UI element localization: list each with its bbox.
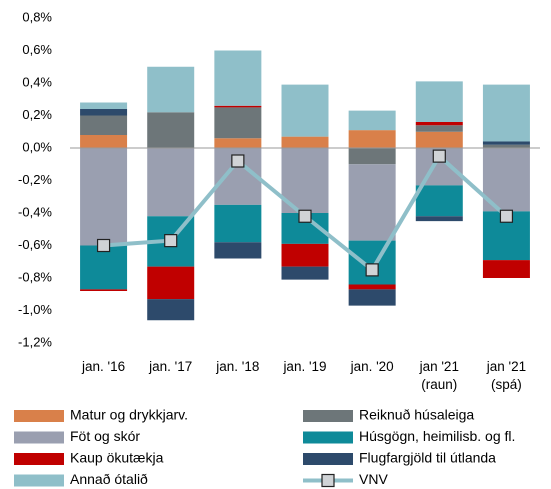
y-tick-label: 0,8% — [22, 9, 52, 24]
x-tick-label: jan. '17 — [149, 359, 193, 374]
bar-segment — [214, 50, 262, 106]
y-tick-label: -1,2% — [18, 334, 52, 349]
legend-label: Annað ótalið — [70, 471, 148, 487]
x-tick-label: jan. '16 — [82, 359, 126, 374]
legend-label: Föt og skór — [70, 428, 140, 444]
legend-label: Flugfargjöld til útlanda — [359, 450, 496, 466]
legend-swatch — [14, 453, 64, 465]
bar-segment — [415, 216, 463, 222]
legend-swatch — [303, 453, 353, 465]
bar-segment — [80, 148, 128, 246]
legend-swatch — [14, 474, 64, 487]
bar-segment — [482, 144, 530, 148]
bar-segment — [348, 110, 396, 131]
line-marker — [96, 238, 111, 253]
y-tick-label: -0,6% — [18, 237, 52, 252]
bar-segment — [80, 115, 128, 135]
bar-segment — [415, 122, 463, 126]
bar-segment — [80, 289, 128, 291]
y-tick-label: 0,4% — [22, 74, 52, 89]
x-tick-label: jan. '18 — [216, 359, 260, 374]
line-marker — [499, 209, 514, 223]
bar-segment — [415, 81, 463, 122]
bar-segment — [214, 204, 262, 243]
x-tick-label: jan '21 (raun) — [419, 359, 459, 392]
y-tick-label: 0,6% — [22, 42, 52, 57]
line-marker — [298, 209, 312, 223]
y-tick-label: 0,0% — [22, 139, 52, 154]
bar-segment — [214, 138, 262, 148]
bar-segment — [348, 240, 396, 285]
line-marker — [365, 263, 379, 277]
bar-segment — [348, 148, 396, 165]
legend-swatch — [14, 431, 64, 444]
legend-swatch — [303, 410, 353, 422]
bar-segment — [147, 299, 195, 321]
y-tick-label: -1,0% — [18, 302, 52, 317]
bar-segment — [281, 84, 329, 137]
legend-label: Húsgögn, heimilisb. og fl. — [359, 428, 515, 444]
legend-label: VNV — [359, 471, 388, 487]
x-tick-label: jan '21 (spá) — [486, 359, 527, 392]
bar-segment — [415, 131, 463, 148]
bar-segment — [415, 185, 463, 217]
bar-segment — [482, 141, 530, 145]
bar-segment — [214, 242, 262, 259]
bar-segment — [482, 84, 530, 142]
y-tick-label: -0,4% — [18, 204, 52, 219]
line-marker — [231, 154, 245, 168]
y-tick-label: 0,2% — [22, 107, 52, 122]
x-tick-label: jan. '20 — [350, 359, 394, 374]
legend-label: Matur og drykkjarv. — [70, 407, 188, 423]
bar-segment — [80, 245, 128, 290]
y-tick-label: -0,2% — [18, 172, 52, 187]
bar-segment — [415, 125, 463, 132]
bar-segment — [281, 136, 329, 148]
x-tick-label: jan. '19 — [283, 359, 327, 374]
bar-segment — [147, 112, 195, 148]
bar-segment — [348, 284, 396, 290]
legend-marker — [321, 473, 335, 488]
bar-segment — [147, 66, 195, 113]
legend-swatch — [303, 431, 353, 444]
legend-label: Reiknuð húsaleiga — [359, 407, 474, 423]
bar-segment — [147, 148, 195, 217]
bar-segment — [348, 130, 396, 148]
legend-label: Kaup ökutækja — [70, 450, 164, 466]
y-tick-label: -0,8% — [18, 269, 52, 284]
bar-segment — [80, 109, 128, 116]
bar-segment — [482, 260, 530, 278]
line-marker — [432, 149, 446, 163]
bar-segment — [348, 289, 396, 306]
bar-segment — [348, 164, 396, 241]
bar-segment — [281, 266, 329, 280]
bar-segment — [214, 105, 262, 108]
bar-segment — [80, 102, 128, 109]
bar-segment — [147, 266, 195, 300]
bar-segment — [281, 243, 329, 267]
line-marker — [164, 234, 178, 248]
legend-swatch — [14, 410, 64, 422]
bar-segment — [214, 107, 262, 139]
bar-segment — [80, 135, 128, 148]
